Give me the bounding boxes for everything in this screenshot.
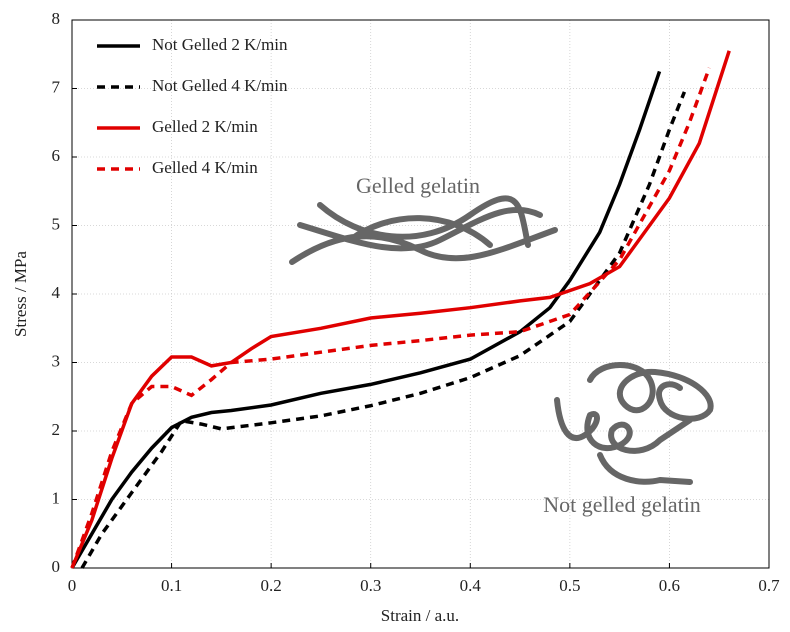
y-tick-label: 2 [52,420,61,439]
x-tick-label: 0 [68,576,77,595]
legend-label: Gelled 2 K/min [152,117,258,136]
annotation: Not gelled gelatin [543,492,701,517]
plot-area: 0 0.1 0.2 0.3 0.4 0.5 0.6 0.7 0 1 2 3 4 5 6 7 8 [52,9,781,595]
legend-label: Not Gelled 2 K/min [152,35,288,54]
x-tick-label: 0.3 [360,576,381,595]
y-tick-label: 6 [52,146,61,165]
legend-label: Gelled 4 K/min [152,158,258,177]
x-axis-label: Strain / a.u. [381,606,459,625]
not-gelled-illustration [554,362,714,485]
y-tick-label: 3 [52,351,61,370]
series-line [80,91,687,569]
y-axis-label: Stress / MPa [11,251,30,337]
x-tick-label: 0.4 [460,576,482,595]
y-tick-label: 0 [52,557,61,576]
annotation: Gelled gelatin [356,173,480,198]
legend-label: Not Gelled 4 K/min [152,76,288,95]
gelled-illustration [289,195,558,265]
x-tick-label: 0.1 [161,576,182,595]
plot-frame [71,19,770,569]
y-tick-label: 4 [52,283,61,302]
x-tick-label: 0.5 [559,576,580,595]
series-line [70,70,662,569]
x-tick-label: 0.6 [659,576,680,595]
legend: Not Gelled 2 K/min Not Gelled 4 K/min Gell… [97,35,288,177]
y-tick-label: 8 [52,9,61,28]
x-tick-label: 0.7 [758,576,780,595]
y-tick-label: 1 [52,488,61,507]
y-tick-label: 7 [52,77,61,96]
x-tick-label: 0.2 [261,576,282,595]
y-tick-label: 5 [52,214,61,233]
